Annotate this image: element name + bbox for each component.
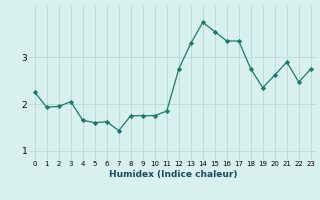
- X-axis label: Humidex (Indice chaleur): Humidex (Indice chaleur): [108, 170, 237, 179]
